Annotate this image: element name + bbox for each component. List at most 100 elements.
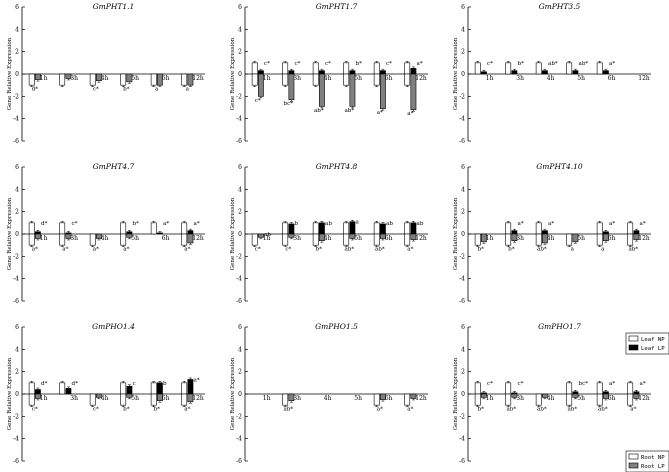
category-label: 5h (354, 75, 362, 82)
category-label: 4h (547, 75, 555, 82)
bar-leaf-np (404, 222, 411, 235)
bar-root-np (312, 73, 319, 86)
bar-root-lp (288, 73, 295, 100)
category-label: 6h (162, 235, 170, 242)
bar-root-np (566, 233, 573, 246)
bar-root-np (343, 73, 350, 86)
y-tick-label: 6 (461, 324, 465, 331)
significance-label-bottom: c* (32, 407, 38, 413)
y-tick-label: -2 (13, 413, 19, 420)
significance-label-top: a* (640, 221, 646, 227)
y-tick-label: -6 (236, 458, 242, 465)
y-tick-label: 0 (15, 71, 19, 78)
bar-root-lp (35, 393, 41, 399)
significance-label-top: a* (518, 221, 524, 227)
significance-label-top: a* (609, 61, 615, 67)
legend-swatch (628, 335, 639, 342)
bar-leaf-np (373, 62, 380, 75)
y-tick-label: -2 (13, 93, 19, 100)
bar-root-lp (410, 393, 417, 399)
bar-leaf-lp (288, 223, 295, 235)
bar-root-lp (187, 233, 194, 244)
bar-leaf-np (282, 62, 289, 75)
significance-label-top: c (133, 381, 136, 387)
bar-root-lp (319, 73, 325, 107)
panel-title: GmPHO1.5 (315, 322, 358, 331)
category-label: 3h (293, 395, 301, 402)
significance-label-bottom: a (601, 247, 605, 253)
category-label: 3h (516, 235, 524, 242)
panel-title: GmPHT4.8 (316, 162, 358, 171)
y-tick-label: 6 (238, 164, 242, 171)
bar-leaf-np (535, 222, 542, 235)
significance-label-bottom: ab* (344, 108, 354, 114)
category-label: 1h (40, 395, 48, 402)
y-tick-label: 4 (461, 186, 465, 193)
category-label: 5h (354, 235, 362, 242)
category-label: 5h (577, 235, 585, 242)
category-label: 1h (40, 235, 48, 242)
significance-label-bottom: a* (62, 247, 68, 253)
category-label: 6h (162, 395, 170, 402)
y-tick-label: 0 (15, 391, 19, 398)
category-label: 12h (192, 75, 204, 82)
bar-leaf-lp (481, 71, 487, 75)
y-tick-label: 0 (461, 231, 465, 238)
y-axis-label: Gene Relative Expression (230, 197, 236, 270)
bar-leaf-lp (511, 70, 518, 75)
bar-leaf-np (596, 382, 603, 395)
bar-root-np (404, 73, 411, 86)
category-label: 6h (385, 75, 393, 82)
panel-title: GmPHO1.7 (538, 322, 581, 331)
category-label: 5h (577, 75, 585, 82)
y-tick-label: 6 (238, 324, 242, 331)
bar-leaf-np (373, 222, 380, 235)
y-tick-label: -4 (13, 436, 19, 443)
category-label: 3h (70, 75, 78, 82)
category-label: 3h (293, 75, 301, 82)
significance-label-top: b* (518, 61, 525, 67)
bar-leaf-np (59, 222, 66, 235)
significance-label-top: ab (325, 221, 332, 227)
bar-root-np (282, 393, 289, 406)
category-label: 1h (40, 75, 48, 82)
bar-root-lp (157, 393, 163, 401)
significance-label-bottom: c* (255, 247, 261, 253)
significance-label-bottom: b* (123, 407, 130, 413)
significance-label-bottom: b* (154, 407, 161, 413)
y-tick-label: 4 (238, 26, 242, 33)
significance-label-bottom: b* (316, 247, 323, 253)
bar-root-lp (187, 73, 194, 86)
category-label: 4h (101, 75, 109, 82)
category-label: 3h (70, 235, 78, 242)
bar-leaf-lp (65, 388, 72, 395)
bar-leaf-np (282, 222, 289, 235)
significance-label-top: a* (417, 61, 423, 67)
category-label: 5h (577, 395, 585, 402)
y-tick-label: -6 (459, 298, 465, 305)
bar-root-np (181, 393, 188, 406)
panel-gmpht4-8: 6 4 2 0 -2 -4 -6 Gene Relative Expression GmPHT4… (230, 162, 428, 305)
significance-label-bottom: ab* (314, 108, 324, 114)
bar-root-np (373, 393, 380, 406)
panel-title: GmPHO1.4 (92, 322, 135, 331)
bar-leaf-np (181, 382, 188, 395)
significance-label-bottom: a* (123, 247, 129, 253)
category-label: 6h (162, 75, 170, 82)
significance-label-top: c* (487, 381, 493, 387)
bar-leaf-lp (380, 70, 386, 75)
category-label: 4h (101, 395, 109, 402)
significance-label-top: a* (609, 381, 615, 387)
bar-root-lp (96, 393, 102, 398)
bar-root-lp (511, 233, 518, 241)
bar-leaf-lp (542, 70, 548, 75)
panel-gmpht4-7: 6 4 2 0 -2 -4 -6 Gene Relative Expression GmPHT4… (7, 162, 205, 305)
bar-root-lp (410, 73, 417, 111)
bar-leaf-lp (157, 232, 163, 235)
bar-leaf-lp (572, 70, 579, 75)
bar-root-np (566, 393, 573, 406)
category-label: 12h (415, 395, 427, 402)
bar-leaf-np (505, 222, 512, 235)
bar-leaf-lp (542, 230, 548, 235)
y-tick-label: -4 (459, 276, 465, 283)
